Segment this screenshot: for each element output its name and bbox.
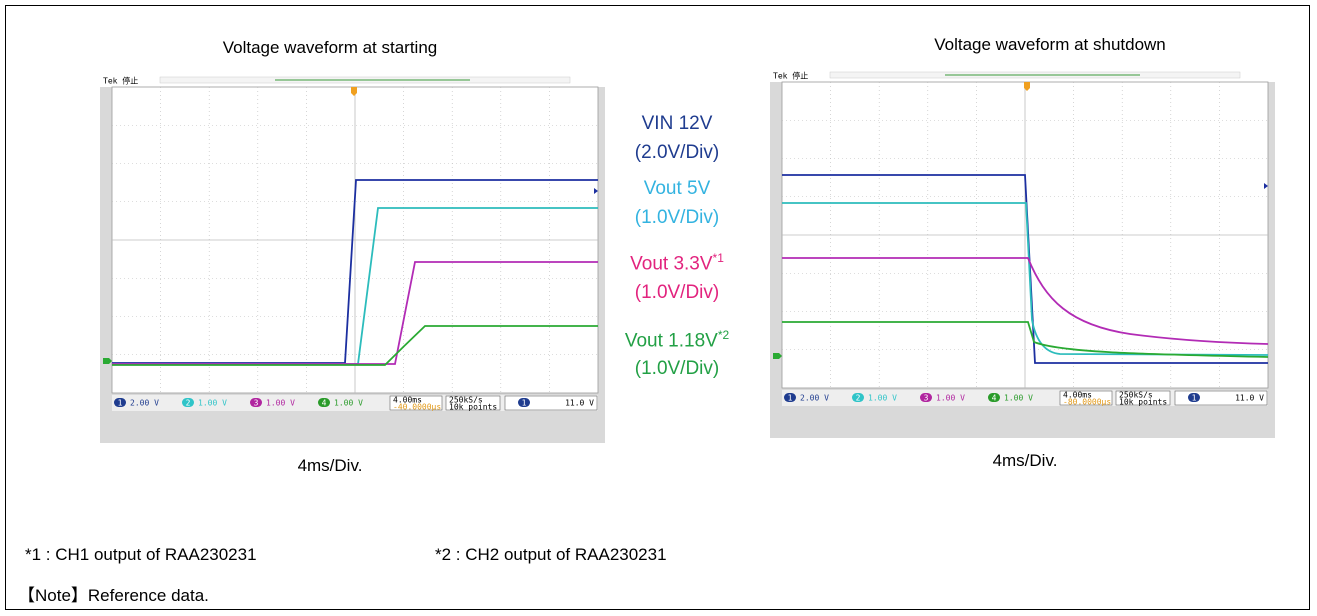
trigger-position: -40.0000µs [393, 403, 441, 412]
channel-number: 3 [924, 394, 929, 403]
channel-scale: 1.00 V [936, 394, 965, 403]
note: 【Note】Reference data. [18, 581, 209, 606]
legend-name: Vout 1.18V [625, 330, 718, 351]
record-length: 10k points [1119, 398, 1167, 407]
channel-scale: 2.00 V [130, 399, 159, 408]
channel-scale: 2.00 V [800, 394, 829, 403]
trigger-channel: 1 [1192, 394, 1197, 403]
channel-number: 3 [254, 399, 259, 408]
channel-scale: 1.00 V [334, 399, 363, 408]
legend-entry: Vout 3.3V*1 [630, 251, 724, 275]
trigger-level: 11.0 V [565, 399, 594, 408]
legend-name: Vout 3.3V [630, 253, 712, 274]
legend-scale: (2.0V/Div) [635, 142, 719, 164]
channel-number: 1 [118, 399, 123, 408]
channel-number: 2 [856, 394, 861, 403]
channel-scale: 1.00 V [198, 399, 227, 408]
scope-status: Tek 停止 [773, 71, 808, 81]
record-length: 10k points [449, 403, 497, 412]
footnote: *1 : CH1 output of RAA230231 [25, 545, 257, 565]
timebase-label: 4ms/Div. [298, 456, 363, 476]
legend-name: VIN 12V [642, 113, 713, 134]
legend-scale: (1.0V/Div) [635, 207, 719, 229]
trigger-channel: 1 [522, 399, 527, 408]
footnote: *2 : CH2 output of RAA230231 [435, 545, 667, 565]
trigger-position: -80.0000µs [1063, 398, 1111, 407]
scope-status: Tek 停止 [103, 76, 138, 86]
page: { "left_panel": { "title": "Voltage wave… [0, 0, 1317, 616]
channel-number: 2 [186, 399, 191, 408]
legend-note: *2 [718, 328, 729, 342]
timebase-label: 4ms/Div. [993, 451, 1058, 471]
channel-number: 1 [788, 394, 793, 403]
legend-scale: (1.0V/Div) [635, 282, 719, 304]
legend-entry: Vout 5V [644, 178, 711, 200]
legend-name: Vout 5V [644, 178, 711, 199]
legend-entry: Vout 1.18V*2 [625, 328, 729, 352]
channel-scale: 1.00 V [266, 399, 295, 408]
legend-entry: VIN 12V [642, 113, 713, 135]
channel-scale: 1.00 V [868, 394, 897, 403]
trigger-level: 11.0 V [1235, 394, 1264, 403]
legend-scale: (1.0V/Div) [635, 358, 719, 380]
channel-scale: 1.00 V [1004, 394, 1033, 403]
channel-number: 4 [322, 399, 327, 408]
panel-title: Voltage waveform at shutdown [934, 35, 1166, 55]
legend-note: *1 [713, 251, 724, 265]
channel-number: 4 [992, 394, 997, 403]
panel-title: Voltage waveform at starting [223, 38, 438, 58]
